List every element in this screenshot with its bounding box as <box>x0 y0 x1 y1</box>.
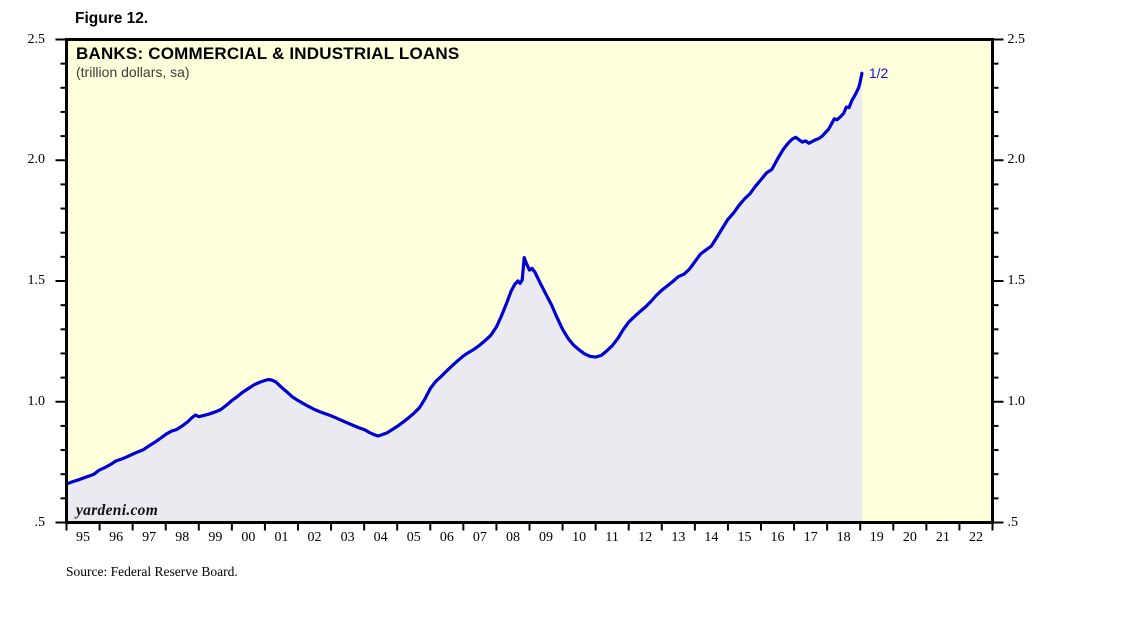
x-axis-label: 07 <box>472 529 487 545</box>
x-axis-label: 97 <box>142 529 157 545</box>
x-axis-label: 08 <box>505 529 520 545</box>
x-axis-label: 19 <box>869 529 884 545</box>
series-area-fill <box>66 73 862 523</box>
x-axis-label: 16 <box>770 529 785 545</box>
x-axis-label: 11 <box>605 529 619 545</box>
y-axis-label-left: 2.0 <box>27 152 46 168</box>
y-axis-label-right: .5 <box>1007 514 1019 530</box>
x-axis-label: 18 <box>836 529 851 545</box>
x-axis-label: 04 <box>373 529 388 545</box>
x-axis-label: 15 <box>737 529 752 545</box>
x-axis-label: 06 <box>439 529 454 545</box>
x-axis-label: 96 <box>109 529 124 545</box>
x-axis-label: 22 <box>968 529 983 545</box>
chart-subtitle: (trillion dollars, sa) <box>76 64 190 80</box>
series-line <box>64 71 864 486</box>
source-note: Source: Federal Reserve Board. <box>66 564 238 579</box>
y-axis-label-left: 1.5 <box>27 273 46 288</box>
x-axis-label: 05 <box>406 529 421 545</box>
last-point-date-label: 1/2 <box>868 65 889 82</box>
x-axis-label: 00 <box>241 529 256 545</box>
y-axis-label-right: 1.5 <box>1007 273 1026 288</box>
x-axis-label: 95 <box>76 529 91 545</box>
chart-title: BANKS: COMMERCIAL & INDUSTRIAL LOANS <box>76 44 460 63</box>
figure-label: Figure 12. <box>75 10 149 27</box>
x-axis-label: 12 <box>638 529 653 545</box>
yardeni-watermark: yardeni.com <box>76 502 159 519</box>
x-axis-label: 10 <box>572 529 587 545</box>
x-axis-label: 17 <box>803 529 818 545</box>
x-axis-label: 13 <box>671 529 686 545</box>
x-axis-label: 03 <box>340 529 355 545</box>
y-axis-label-right: 2.5 <box>1007 31 1026 47</box>
y-axis-label-right: 1.0 <box>1007 393 1026 409</box>
y-axis-label-left: .5 <box>34 514 46 530</box>
plot-frame <box>65 38 994 524</box>
y-axis-label-left: 2.5 <box>27 31 46 47</box>
x-axis-label: 98 <box>175 529 190 545</box>
x-axis-label: 99 <box>208 529 223 545</box>
x-axis-label: 01 <box>274 529 289 545</box>
x-axis-label: 09 <box>539 529 554 545</box>
x-axis-label: 02 <box>307 529 322 545</box>
x-axis-label: 20 <box>902 529 917 545</box>
y-axis-label-right: 2.0 <box>1007 152 1026 168</box>
x-axis-label: 14 <box>704 529 719 545</box>
x-axis-label: 21 <box>935 529 950 545</box>
y-axis-label-left: 1.0 <box>27 393 46 409</box>
